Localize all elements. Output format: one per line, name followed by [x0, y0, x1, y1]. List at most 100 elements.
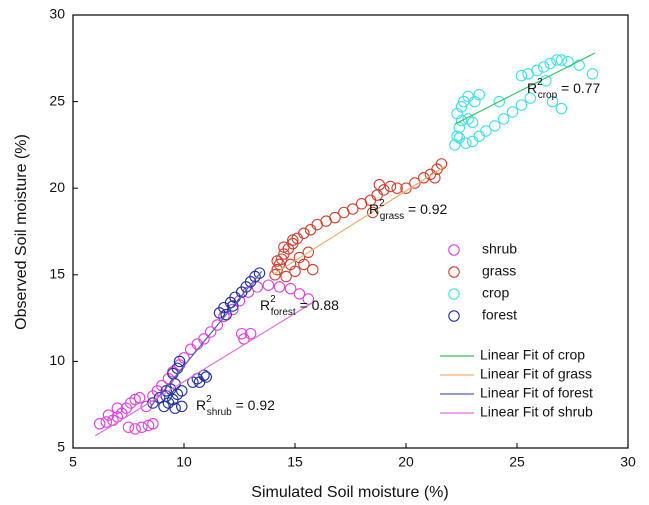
y-tick-label: 20	[49, 179, 65, 195]
point	[251, 281, 264, 293]
point	[293, 288, 306, 300]
point	[220, 308, 232, 321]
annotation: R2 grass = 0.92	[369, 198, 448, 222]
point	[551, 54, 563, 66]
x-tick-label: 30	[620, 454, 636, 470]
y-tick-label: 15	[49, 266, 65, 282]
x-tick-label: 15	[287, 454, 303, 470]
x-tick-label: 25	[509, 454, 525, 470]
point	[204, 326, 217, 338]
legend-marker	[448, 266, 460, 278]
y-axis-label: Observed Soil moisture (%)	[13, 134, 30, 330]
point	[409, 177, 421, 189]
point	[524, 92, 537, 104]
point	[537, 61, 550, 73]
point	[497, 113, 510, 125]
legend-label: Linear Fit of shrub	[480, 404, 593, 420]
point	[93, 418, 106, 430]
point	[302, 293, 315, 305]
annotation-base: R	[196, 397, 206, 413]
legend-marker	[448, 244, 460, 256]
point	[160, 385, 172, 397]
legend-label: Linear Fit of crop	[480, 347, 585, 363]
point	[293, 251, 306, 264]
x-tick-label: 10	[176, 454, 192, 470]
annotation-sup: 2	[379, 198, 385, 209]
point	[153, 392, 166, 404]
point	[176, 385, 188, 397]
point	[100, 416, 113, 428]
point	[273, 258, 286, 271]
point	[555, 102, 568, 115]
point	[555, 54, 568, 66]
point	[473, 130, 486, 142]
point	[366, 206, 379, 219]
point	[253, 267, 266, 279]
point	[544, 57, 557, 70]
point	[176, 400, 188, 413]
y-tick-label: 10	[49, 352, 65, 368]
legend-label: shrub	[482, 241, 517, 257]
y-tick-label: 25	[49, 92, 65, 108]
point	[573, 59, 585, 71]
point	[373, 178, 386, 191]
legend-label: forest	[482, 307, 517, 323]
point	[460, 137, 472, 149]
point	[129, 423, 141, 435]
annotation-sup: 2	[537, 77, 543, 88]
annotation-sub: crop	[538, 90, 558, 101]
annotation-text: = 0.88	[296, 297, 339, 313]
point	[304, 224, 317, 236]
plot-frame	[72, 14, 629, 449]
annotation-sub: grass	[380, 211, 404, 222]
point	[298, 227, 310, 239]
x-tick-label: 5	[69, 454, 77, 470]
point	[191, 338, 204, 350]
point	[531, 64, 543, 77]
fit-line	[94, 302, 314, 437]
annotation: R2 forest = 0.88	[260, 294, 339, 318]
annotation-base: R	[260, 297, 270, 313]
point	[506, 106, 519, 118]
point	[280, 270, 292, 283]
point	[480, 125, 492, 137]
annotation-base: R	[527, 80, 537, 96]
legend-label: Linear Fit of grass	[480, 366, 592, 382]
point	[302, 246, 315, 259]
point	[273, 281, 286, 293]
point	[546, 95, 559, 108]
fit-line	[454, 52, 595, 125]
point	[473, 88, 486, 101]
legend-label: grass	[482, 263, 516, 279]
point	[489, 120, 501, 132]
point	[173, 355, 186, 368]
annotation: R2 crop = 0.77	[527, 77, 601, 101]
point	[515, 69, 528, 82]
legend-label: crop	[482, 285, 509, 301]
point	[102, 409, 115, 421]
point	[136, 421, 148, 433]
point	[284, 258, 297, 271]
legend-marker	[448, 288, 460, 300]
x-axis-label: Simulated Soil moisture (%)	[251, 484, 448, 501]
point	[418, 172, 430, 184]
point	[384, 180, 397, 193]
annotation-sup: 2	[270, 294, 276, 305]
point	[278, 241, 290, 253]
annotation-base: R	[369, 201, 379, 217]
point	[262, 279, 275, 291]
point	[147, 418, 159, 430]
y-tick-label: 30	[49, 6, 65, 22]
point	[329, 211, 341, 224]
point	[211, 319, 224, 331]
annotation-sub: forest	[271, 307, 296, 318]
fit-line	[150, 270, 263, 407]
point	[271, 263, 283, 276]
legend-marker	[448, 310, 460, 322]
point	[235, 327, 248, 340]
y-tick-label: 5	[57, 439, 65, 455]
point	[466, 116, 479, 129]
annotation-sub: shrub	[207, 407, 232, 418]
